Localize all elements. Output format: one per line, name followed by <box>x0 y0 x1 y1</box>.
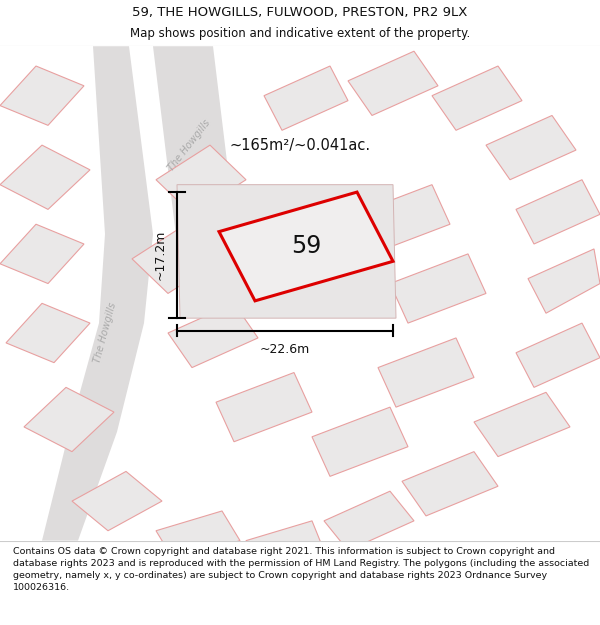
Polygon shape <box>156 511 240 561</box>
Polygon shape <box>474 392 570 457</box>
Text: The Howgills: The Howgills <box>92 302 118 364</box>
Text: ~17.2m: ~17.2m <box>154 230 167 280</box>
Polygon shape <box>516 180 600 244</box>
Text: 59, THE HOWGILLS, FULWOOD, PRESTON, PR2 9LX: 59, THE HOWGILLS, FULWOOD, PRESTON, PR2 … <box>133 6 467 19</box>
Polygon shape <box>168 303 258 368</box>
Text: Contains OS data © Crown copyright and database right 2021. This information is : Contains OS data © Crown copyright and d… <box>13 548 589 592</box>
Text: ~22.6m: ~22.6m <box>260 342 310 356</box>
Polygon shape <box>486 116 576 180</box>
Polygon shape <box>0 145 90 209</box>
Text: ~165m²/~0.041ac.: ~165m²/~0.041ac. <box>229 138 371 152</box>
Polygon shape <box>516 323 600 388</box>
Polygon shape <box>24 388 114 452</box>
Polygon shape <box>0 66 84 126</box>
Polygon shape <box>354 184 450 254</box>
Polygon shape <box>312 407 408 476</box>
Polygon shape <box>219 192 393 301</box>
Polygon shape <box>72 471 162 531</box>
Polygon shape <box>348 51 438 116</box>
Polygon shape <box>0 224 84 284</box>
Polygon shape <box>402 452 498 516</box>
Polygon shape <box>156 145 246 214</box>
Text: Map shows position and indicative extent of the property.: Map shows position and indicative extent… <box>130 28 470 40</box>
Polygon shape <box>432 66 522 130</box>
Polygon shape <box>390 254 486 323</box>
Polygon shape <box>177 184 396 318</box>
Polygon shape <box>153 46 237 244</box>
Polygon shape <box>216 372 312 442</box>
Polygon shape <box>378 338 474 407</box>
Text: 59: 59 <box>291 234 321 259</box>
Polygon shape <box>42 46 153 541</box>
Polygon shape <box>264 66 348 130</box>
Polygon shape <box>324 491 414 551</box>
Polygon shape <box>246 521 324 570</box>
Polygon shape <box>132 224 222 294</box>
Polygon shape <box>528 249 600 313</box>
Polygon shape <box>6 303 90 362</box>
Text: The Howgills: The Howgills <box>166 118 212 172</box>
